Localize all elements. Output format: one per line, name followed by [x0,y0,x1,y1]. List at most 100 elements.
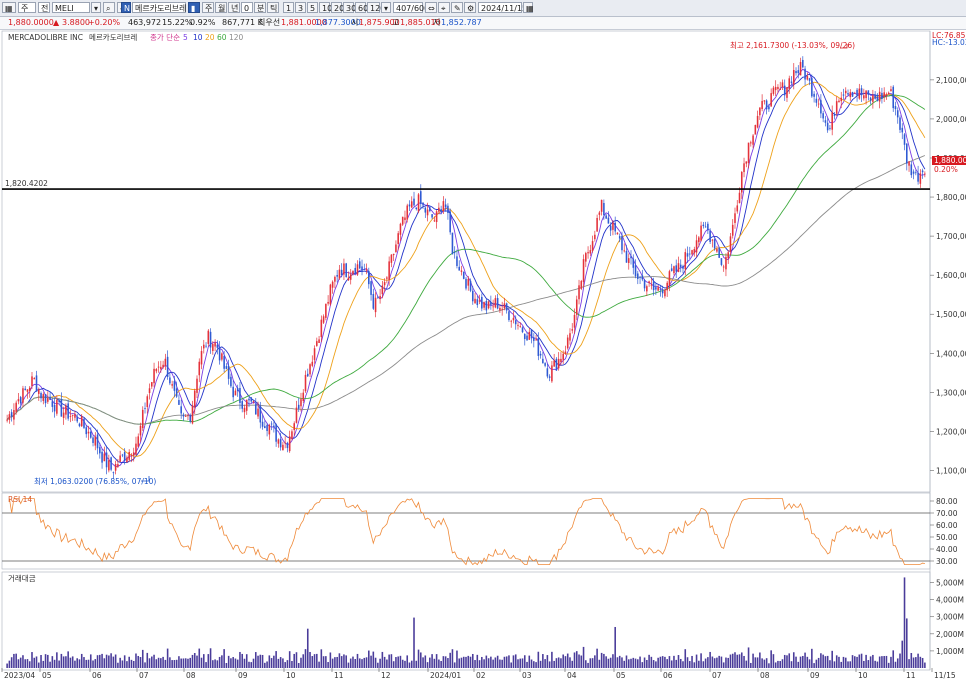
candle-body [347,277,350,281]
volume-bar [899,653,901,668]
calendar-icon[interactable]: ▦ [523,2,534,13]
candle-body [313,348,316,360]
min-5[interactable]: 5 [307,2,318,13]
candle-body [245,399,248,411]
volume-bar [435,654,438,668]
volume-bar [684,649,687,668]
volume-bar [844,657,847,668]
volume-bar [128,656,130,668]
volume-bar [270,658,273,668]
candle-body [453,252,456,254]
volume-bar [770,650,772,668]
volume-bar [304,649,307,668]
candle-body [777,86,779,90]
volume-bar [202,654,205,668]
ma-label: 종가 단순 [150,32,180,42]
rsi-tick-label: 70.00 [936,509,958,518]
volume-bar [528,655,531,668]
chart-type-icon[interactable]: ▮ [188,2,200,13]
volume-bar [802,655,804,668]
crosshair-icon[interactable]: ⌖ [438,2,450,13]
ma60-line [6,94,926,425]
volume-bar [390,654,393,668]
min-30[interactable]: 30 [343,2,356,13]
candle-body [410,201,413,208]
candle-body [655,287,657,290]
min-20[interactable]: 20 [331,2,344,13]
volume-bar [10,657,13,668]
period-dropdown-icon[interactable]: ▾ [381,2,391,13]
symbol-dropdown-icon[interactable]: ▾ [91,2,101,13]
market-select[interactable]: 주 [18,2,36,13]
candle-body [202,344,205,349]
candle-body [698,237,700,243]
min-120[interactable]: 120 [367,2,385,13]
volume-bar [562,654,564,668]
date-input[interactable]: 2024/11/15 [478,2,527,13]
x-tick-label: 08 [186,671,196,680]
last-price: 1,880.0000 [8,18,54,27]
period-month[interactable]: 월 [215,2,227,13]
candle-body [87,431,90,434]
candle-body [300,399,302,407]
volume-bar [657,657,659,668]
min-10[interactable]: 10 [319,2,332,13]
volume-bar [835,655,838,668]
period-week[interactable]: 주 [202,2,214,13]
candle-body [591,241,594,251]
candle-body [571,329,574,331]
volume-bar [19,657,22,668]
candle-body [266,424,268,432]
candle-body [560,358,562,362]
volume-bar [410,660,413,668]
candle-body [399,223,402,235]
volume-bar [275,651,277,668]
candle-body [474,298,476,304]
rsi-panel[interactable] [1,492,931,570]
volume-bar [670,660,673,668]
symbol-input[interactable]: MELI [52,2,90,13]
min-60[interactable]: 60 [355,2,368,13]
volume-bar [83,657,85,668]
volume-bar [849,661,852,668]
bar-count-input[interactable]: 407/600 [393,2,429,13]
volume-bar [151,656,153,668]
settings-icon[interactable]: ⚙ [464,2,476,13]
volume-bar [413,617,415,668]
period-year[interactable]: 년 [228,2,240,13]
candle-body [686,253,689,257]
candle-body [17,399,20,402]
candle-body [569,333,571,341]
candle-body [607,217,610,224]
volume-bar [695,654,698,668]
period-tick[interactable]: 틱 [267,2,279,13]
candle-body [101,451,103,463]
volume-bar [512,655,515,668]
volume-bar [750,662,752,668]
search-icon[interactable]: ⌕ [103,2,115,13]
candle-body [331,281,334,288]
volume-bar [659,656,662,668]
period-minute[interactable]: 분 [254,2,266,13]
candle-body [693,249,696,254]
volume-bar [788,653,791,668]
zoom-icon[interactable]: ⇔ [425,2,437,13]
volume-bar [157,657,160,668]
filter-select[interactable]: 전 [38,2,50,13]
draw-icon[interactable]: ✎ [451,2,463,13]
volume-bar [625,655,628,668]
min-3[interactable]: 3 [295,2,306,13]
candle-body [738,192,741,204]
volume-bar [856,656,858,668]
price-panel[interactable] [1,30,931,493]
volume-bar [817,657,820,668]
min-1[interactable]: 1 [283,2,294,13]
candle-body [668,271,671,286]
menu-button[interactable]: ▦ [2,2,16,13]
price-tick-label: 1,700,000 [936,232,966,241]
volume-bar [639,656,641,668]
period-count[interactable]: 0 [241,2,253,13]
volume-panel[interactable] [1,571,931,671]
volume-bar [160,658,162,668]
